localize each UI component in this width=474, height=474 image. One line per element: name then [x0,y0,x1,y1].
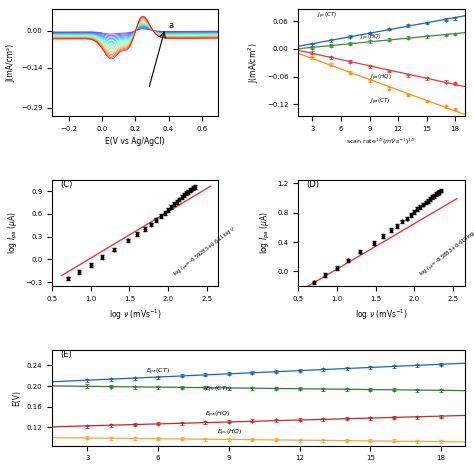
Text: (D): (D) [307,180,319,189]
Text: $E_{pa}(CT)$: $E_{pa}(CT)$ [146,367,171,377]
Text: $E_{pc}(HQ)$: $E_{pc}(HQ)$ [217,428,242,438]
Text: $J_{pa}(CT)$: $J_{pa}(CT)$ [370,97,390,107]
Text: $J_{pa}(HQ)$: $J_{pa}(HQ)$ [370,73,391,83]
Text: $E_{pa}(HQ)$: $E_{pa}(HQ)$ [205,410,231,420]
X-axis label: E(V vs Ag/AgCl): E(V vs Ag/AgCl) [106,137,165,146]
Text: $E_{pc}(CT)$: $E_{pc}(CT)$ [205,384,229,394]
Y-axis label: J(mA/cm²): J(mA/cm²) [6,44,15,82]
Text: log $I_{pa}$=-0.5883+0.619log $\nu$: log $I_{pa}$=-0.5883+0.619log $\nu$ [418,227,474,280]
Y-axis label: E(V): E(V) [12,390,21,406]
Y-axis label: log $I_{pa}$ ($\mu$A): log $I_{pa}$ ($\mu$A) [7,211,20,255]
X-axis label: log $\nu$ (mVs$^{-1}$): log $\nu$ (mVs$^{-1}$) [109,307,162,322]
X-axis label: log $\nu$ (mVs$^{-1}$): log $\nu$ (mVs$^{-1}$) [355,307,408,322]
X-axis label: scan rate$^{1/2}$$(mVs^{-1})^{1/2}$: scan rate$^{1/2}$$(mVs^{-1})^{1/2}$ [346,137,416,147]
Text: (E): (E) [60,349,72,358]
Text: log $I_{pa}$=-0.59285+0.611log $\nu$: log $I_{pa}$=-0.59285+0.611log $\nu$ [172,225,239,280]
Y-axis label: log $I_{pa}$ ($\mu$A): log $I_{pa}$ ($\mu$A) [259,211,272,255]
Text: (C): (C) [61,180,73,189]
Text: $J_{pc}(CT)$: $J_{pc}(CT)$ [317,11,337,21]
Text: $J_{pc}(HQ)$: $J_{pc}(HQ)$ [360,32,382,43]
Text: a: a [169,21,173,30]
Y-axis label: J(mA/cm$^2$): J(mA/cm$^2$) [247,42,261,83]
